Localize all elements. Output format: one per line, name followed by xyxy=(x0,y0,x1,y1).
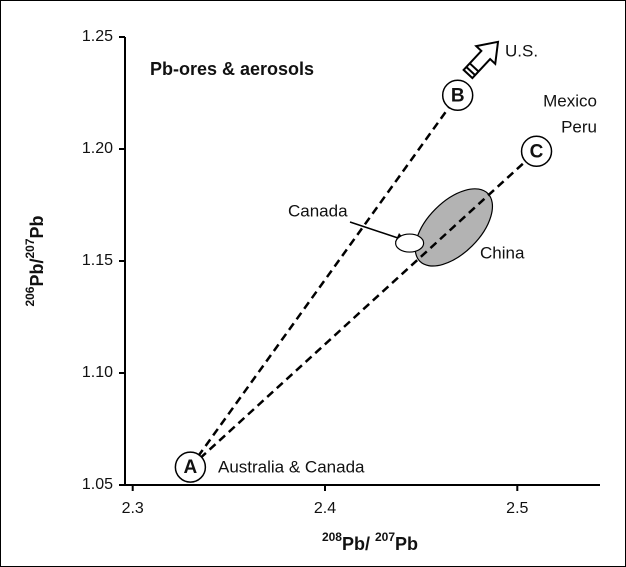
region-label: China xyxy=(480,243,525,262)
x-label-part: Pb/ xyxy=(342,534,375,554)
end-member xyxy=(174,451,207,483)
us-arrow xyxy=(462,40,500,80)
mixing-line xyxy=(189,94,459,468)
y-tick-label: 1.10 xyxy=(82,364,113,381)
y-label-part: 207 xyxy=(23,238,37,258)
end-member-label: C xyxy=(530,141,544,162)
region-label: Canada xyxy=(288,201,348,220)
y-label-part: Pb/ xyxy=(27,259,47,287)
canada-pointer xyxy=(349,221,399,239)
end-member xyxy=(441,79,474,111)
end-member-label: A xyxy=(184,457,198,478)
region xyxy=(395,233,425,253)
y-tick-label: 1.05 xyxy=(82,476,113,493)
annotation: Australia & Canada xyxy=(218,457,365,476)
y-tick-label: 1.15 xyxy=(82,252,113,269)
annotation: Peru xyxy=(561,117,597,136)
y-label-part: Pb xyxy=(27,215,47,238)
x-tick-label: 2.5 xyxy=(506,500,528,517)
end-member xyxy=(520,135,553,167)
y-label-part: 206 xyxy=(23,286,37,306)
x-tick-label: 2.4 xyxy=(314,500,336,517)
end-member-label: B xyxy=(451,85,465,106)
y-axis-title: 206Pb/207Pb xyxy=(23,215,47,306)
chart-title: Pb-ores & aerosols xyxy=(150,59,314,79)
x-label-part: 207 xyxy=(375,530,395,544)
x-label-part: Pb xyxy=(395,534,418,554)
x-axis-title: 208Pb/ 207Pb xyxy=(322,530,418,554)
annotation: Mexico xyxy=(543,91,597,110)
annotation: U.S. xyxy=(505,41,538,60)
y-tick-label: 1.20 xyxy=(82,140,113,157)
x-tick-label: 2.3 xyxy=(122,500,144,517)
x-label-part: 208 xyxy=(322,530,342,544)
y-tick-label: 1.25 xyxy=(82,28,113,45)
mixing-line xyxy=(189,150,538,469)
